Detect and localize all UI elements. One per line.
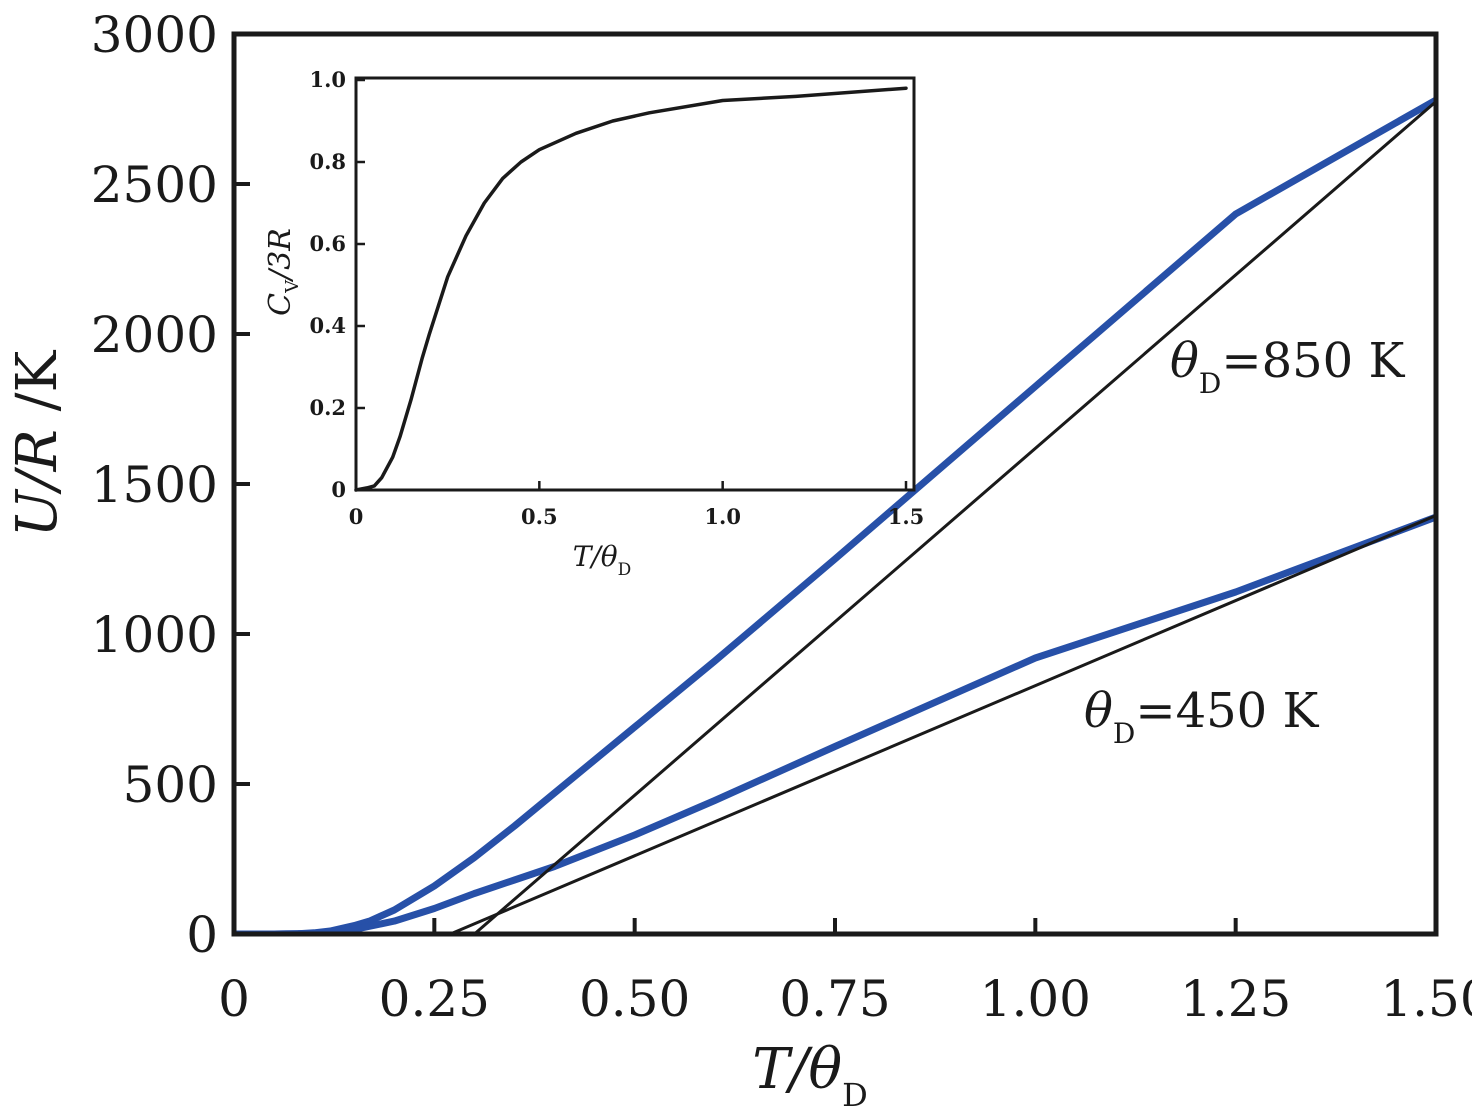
inset-y-axis-title: CV/3R [263,228,303,316]
y-tick-label: 1000 [91,606,218,664]
series-label-0: θD=850 K [1170,333,1405,400]
y-tick-label: 0 [186,906,218,964]
inset-x-tick-label: 0.5 [521,504,558,529]
fit-line-2 [472,100,1436,934]
main-plot: 00.250.500.751.001.251.50050010001500200… [5,6,1472,1114]
inset-plot: 0 0.5 1.0 1.5 0 0.2 0.4 0.6 0.8 1.0 T/θD CV/3R [263,67,924,580]
inset-x-tick-label: 1.0 [704,504,741,529]
x-tick-label: 0.25 [379,970,490,1028]
inset-x-tick-label: 1.5 [888,504,925,529]
x-axis-title: T/θD [752,1037,868,1114]
x-tick-label: 1.25 [1180,970,1291,1028]
inset-series-line [354,86,908,492]
inset-y-tick-label: 1.0 [309,67,346,92]
inset-y-tick-label: 0.4 [309,313,346,338]
inset-y-tick-label: 0.2 [309,395,346,420]
inset-background [356,78,914,490]
x-tick-label: 1.50 [1380,970,1472,1028]
y-tick-label: 2500 [91,156,218,214]
y-tick-label: 500 [123,756,218,814]
fit-line-3 [448,514,1436,934]
y-tick-label: 2000 [91,306,218,364]
inset-y-tick-label: 0 [331,477,346,502]
x-tick-label: 1.00 [980,970,1091,1028]
y-tick-label: 3000 [91,6,218,64]
x-tick-label: 0.50 [579,970,690,1028]
series-label-1: θD=450 K [1084,683,1319,750]
inset-x-tick-label: 0 [349,504,364,529]
inset-frame [354,76,916,492]
inset-y-tick-label: 0.6 [309,231,346,256]
y-axis-title: U/R /K [5,349,70,537]
x-tick-label: 0 [218,970,250,1028]
inset-y-tick-label: 0.8 [309,149,346,174]
y-tick-label: 1500 [91,456,218,514]
x-tick-label: 0.75 [779,970,890,1028]
inset-x-axis-title: T/θD [573,540,632,580]
